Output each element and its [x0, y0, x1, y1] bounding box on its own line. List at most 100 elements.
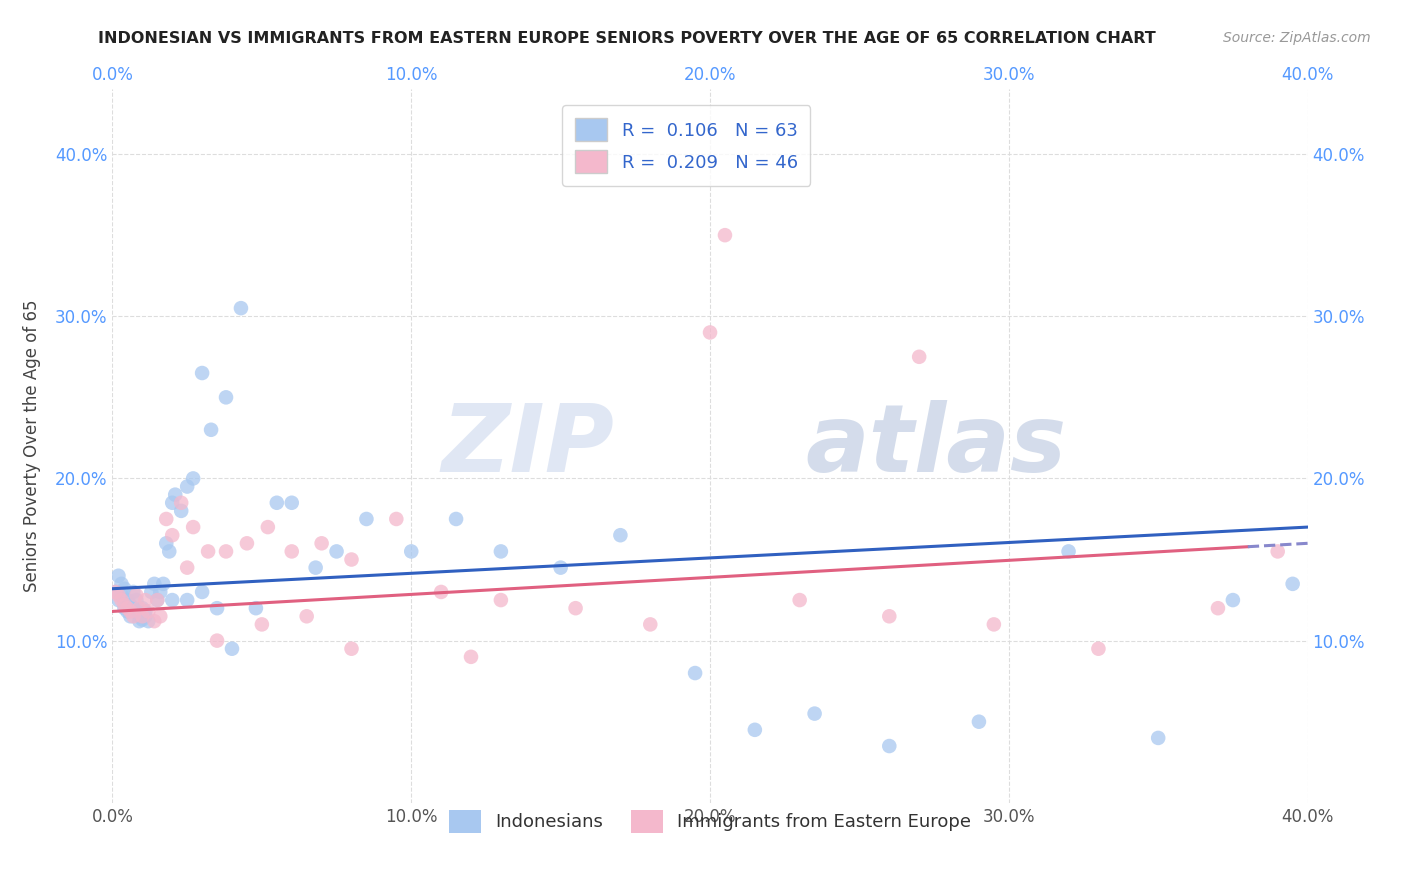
- Point: [1281, 577, 1303, 591]
- Point: [131, 613, 153, 627]
- Point: [401, 544, 423, 558]
- Point: [134, 593, 156, 607]
- Point: [176, 593, 198, 607]
- Point: [131, 609, 153, 624]
- Point: [609, 528, 631, 542]
- Point: [141, 585, 163, 599]
- Point: [325, 544, 347, 558]
- Point: [120, 609, 142, 624]
- Point: [122, 585, 145, 599]
- Point: [205, 633, 228, 648]
- Point: [125, 593, 148, 607]
- Point: [564, 601, 586, 615]
- Point: [114, 601, 135, 615]
- Point: [125, 604, 148, 618]
- Text: Source: ZipAtlas.com: Source: ZipAtlas.com: [1223, 31, 1371, 45]
- Point: [311, 536, 333, 550]
- Point: [104, 585, 127, 599]
- Point: [114, 598, 135, 612]
- Point: [356, 512, 378, 526]
- Point: [305, 560, 328, 574]
- Point: [983, 617, 1005, 632]
- Point: [444, 512, 467, 526]
- Point: [122, 601, 145, 615]
- Point: [149, 609, 172, 624]
- Point: [789, 593, 811, 607]
- Point: [155, 536, 177, 550]
- Point: [1087, 641, 1109, 656]
- Point: [128, 601, 150, 615]
- Point: [250, 617, 273, 632]
- Point: [683, 666, 706, 681]
- Point: [489, 544, 512, 558]
- Point: [191, 585, 214, 599]
- Point: [221, 641, 243, 656]
- Point: [879, 739, 901, 753]
- Point: [117, 601, 139, 615]
- Point: [152, 577, 174, 591]
- Point: [122, 609, 145, 624]
- Point: [117, 604, 139, 618]
- Point: [120, 598, 142, 612]
- Point: [1147, 731, 1170, 745]
- Text: atlas: atlas: [806, 400, 1067, 492]
- Point: [107, 593, 129, 607]
- Point: [157, 544, 180, 558]
- Point: [191, 366, 214, 380]
- Point: [120, 604, 142, 618]
- Point: [550, 560, 572, 574]
- Point: [128, 614, 150, 628]
- Point: [125, 588, 148, 602]
- Point: [117, 593, 139, 607]
- Point: [215, 544, 238, 558]
- Point: [879, 609, 901, 624]
- Point: [295, 609, 318, 624]
- Point: [215, 390, 238, 404]
- Point: [143, 614, 166, 628]
- Point: [110, 593, 132, 607]
- Point: [107, 568, 129, 582]
- Point: [146, 593, 169, 607]
- Point: [1222, 593, 1244, 607]
- Point: [236, 536, 259, 550]
- Point: [176, 560, 198, 574]
- Point: [162, 496, 183, 510]
- Point: [340, 641, 363, 656]
- Point: [176, 479, 198, 493]
- Legend: Indonesians, Immigrants from Eastern Europe: Indonesians, Immigrants from Eastern Eur…: [441, 803, 979, 840]
- Point: [205, 601, 228, 615]
- Point: [131, 601, 153, 615]
- Point: [143, 577, 166, 591]
- Point: [170, 496, 193, 510]
- Point: [908, 350, 931, 364]
- Point: [128, 609, 150, 624]
- Point: [245, 601, 267, 615]
- Point: [385, 512, 408, 526]
- Point: [107, 588, 129, 602]
- Point: [110, 577, 132, 591]
- Text: ZIP: ZIP: [441, 400, 614, 492]
- Point: [281, 496, 304, 510]
- Point: [1206, 601, 1229, 615]
- Point: [149, 585, 172, 599]
- Point: [162, 528, 183, 542]
- Point: [699, 326, 721, 340]
- Point: [266, 496, 288, 510]
- Point: [114, 582, 135, 596]
- Point: [714, 228, 737, 243]
- Point: [430, 585, 453, 599]
- Text: INDONESIAN VS IMMIGRANTS FROM EASTERN EUROPE SENIORS POVERTY OVER THE AGE OF 65 : INDONESIAN VS IMMIGRANTS FROM EASTERN EU…: [98, 31, 1156, 46]
- Point: [181, 520, 204, 534]
- Point: [803, 706, 825, 721]
- Point: [162, 593, 183, 607]
- Point: [155, 512, 177, 526]
- Point: [110, 588, 132, 602]
- Point: [1057, 544, 1080, 558]
- Point: [146, 593, 169, 607]
- Point: [170, 504, 193, 518]
- Point: [257, 520, 280, 534]
- Point: [197, 544, 219, 558]
- Point: [134, 604, 156, 618]
- Point: [340, 552, 363, 566]
- Point: [967, 714, 990, 729]
